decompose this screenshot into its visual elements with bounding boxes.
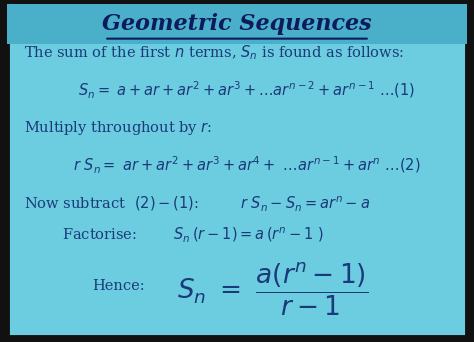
Text: Geometric Sequences: Geometric Sequences — [102, 13, 372, 35]
Text: $S_n=\ a + ar + ar^2 + ar^3 +\ldots ar^{n-2} + ar^{n-1}\ \ldots(1)$: $S_n=\ a + ar + ar^2 + ar^3 +\ldots ar^{… — [78, 80, 415, 101]
Text: $r\ S_n=\ ar + ar^2 + ar^3 + ar^4 +\ \ldots ar^{n-1} + ar^{n}\ \ldots(2)$: $r\ S_n=\ ar + ar^2 + ar^3 + ar^4 +\ \ld… — [73, 155, 420, 176]
Text: The sum of the first $n$ terms, $S_n$ is found as follows:: The sum of the first $n$ terms, $S_n$ is… — [24, 44, 404, 62]
FancyBboxPatch shape — [7, 5, 467, 337]
Text: $S_n\ =\ \dfrac{a(r^n-1)}{r-1}$: $S_n\ =\ \dfrac{a(r^n-1)}{r-1}$ — [177, 260, 368, 318]
FancyBboxPatch shape — [7, 4, 467, 44]
Text: Factorise:        $S_n\,(r-1) = a\,(r^n - 1\ )$: Factorise: $S_n\,(r-1) = a\,(r^n - 1\ )$ — [62, 225, 324, 244]
Text: Multiply throughout by $r$:: Multiply throughout by $r$: — [24, 119, 212, 137]
Text: Now subtract  $(2)-(1)$:         $r\ S_n - S_n = ar^n - a$: Now subtract $(2)-(1)$: $r\ S_n - S_n = … — [24, 194, 370, 213]
Text: Hence:: Hence: — [92, 279, 145, 292]
